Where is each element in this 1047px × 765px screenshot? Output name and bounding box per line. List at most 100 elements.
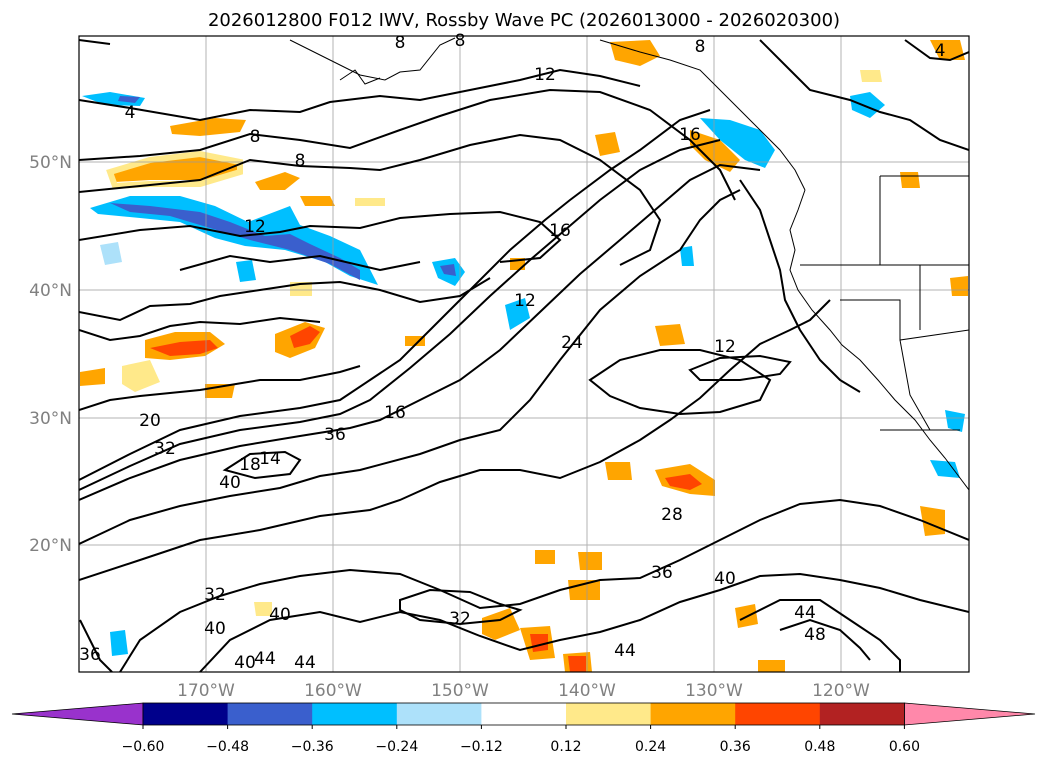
contour-label: 40 bbox=[219, 473, 241, 493]
contour-line bbox=[904, 39, 969, 62]
negative-anomaly-patch bbox=[680, 246, 694, 266]
negative-anomaly-core bbox=[118, 96, 140, 103]
contour-label: 12 bbox=[534, 65, 556, 85]
colorbar-tick-label: 0.24 bbox=[635, 739, 666, 755]
positive-anomaly-core bbox=[530, 634, 548, 652]
contour-label: 16 bbox=[679, 125, 701, 145]
positive-anomaly-patch bbox=[930, 40, 965, 60]
positive-anomaly-patch bbox=[255, 172, 300, 190]
lat-label-40n: 40°N bbox=[29, 281, 72, 301]
latitude-labels: 50°N 40°N 30°N 20°N bbox=[29, 153, 72, 556]
lat-label-50n: 50°N bbox=[29, 153, 72, 173]
lat-label-20n: 20°N bbox=[29, 536, 72, 556]
colorbar-swatch bbox=[227, 703, 313, 725]
contour-closed bbox=[588, 349, 772, 416]
contour-line bbox=[79, 189, 741, 545]
contour-label: 16 bbox=[384, 403, 406, 423]
positive-anomaly-patch bbox=[950, 276, 968, 296]
positive-anomaly-halo bbox=[106, 150, 243, 190]
anomaly-shading bbox=[80, 40, 968, 672]
contour-label: 36 bbox=[324, 425, 346, 445]
positive-anomaly-patch bbox=[758, 660, 785, 672]
contour-label: 4 bbox=[125, 103, 136, 123]
contour-line bbox=[759, 39, 969, 151]
contour-label: 36 bbox=[79, 645, 101, 665]
contour-label: 40 bbox=[234, 653, 256, 673]
contour-label: 44 bbox=[294, 653, 316, 673]
positive-anomaly-core bbox=[568, 656, 586, 672]
colorbar: −0.60 −0.48 −0.36 −0.24 −0.12 0.12 0.24 0.36 0.4… bbox=[11, 702, 1036, 755]
negative-anomaly-patch bbox=[700, 118, 775, 168]
colorbar-extend-right bbox=[904, 702, 1036, 726]
contour-label: 44 bbox=[254, 649, 276, 669]
lon-label-170w: 170°W bbox=[177, 681, 235, 701]
contour-label: 32 bbox=[204, 585, 226, 605]
negative-anomaly-light bbox=[100, 242, 122, 265]
negative-anomaly-patch bbox=[930, 460, 960, 478]
positive-anomaly-light bbox=[860, 70, 882, 82]
us-mexico-coast bbox=[789, 189, 969, 491]
contour-line bbox=[739, 179, 861, 393]
contour-closed bbox=[399, 588, 523, 626]
colorbar-tick-label: −0.24 bbox=[375, 739, 418, 755]
map-area bbox=[79, 36, 969, 672]
contour-line bbox=[79, 133, 662, 266]
positive-anomaly-patch bbox=[535, 550, 555, 564]
contour-label: 32 bbox=[449, 609, 471, 629]
contour-line bbox=[79, 299, 831, 581]
contour-line bbox=[79, 619, 113, 672]
contour-line bbox=[79, 365, 361, 411]
contour-line bbox=[119, 498, 969, 672]
contour-label: 8 bbox=[695, 37, 706, 57]
positive-anomaly-patch bbox=[655, 324, 685, 346]
contour-label: 40 bbox=[714, 569, 736, 589]
colorbar-tick-label: 0.60 bbox=[889, 739, 920, 755]
contour-line bbox=[79, 88, 736, 201]
negative-anomaly-patch bbox=[945, 410, 965, 432]
contour-label: 8 bbox=[395, 33, 406, 53]
map-title: 2026012800 F012 IWV, Rossby Wave PC (202… bbox=[208, 10, 840, 31]
colorbar-swatch bbox=[566, 703, 652, 725]
baja-coast bbox=[899, 339, 931, 431]
colorbar-swatch bbox=[650, 703, 736, 725]
contour-label: 12 bbox=[714, 337, 736, 357]
aleutian-coast bbox=[289, 37, 456, 81]
colorbar-tick-label: 0.12 bbox=[550, 739, 581, 755]
contour-closed bbox=[688, 354, 792, 381]
lon-label-130w: 130°W bbox=[685, 681, 743, 701]
negative-anomaly-patch bbox=[505, 298, 530, 330]
colorbar-tick-label: 0.48 bbox=[804, 739, 835, 755]
positive-anomaly-patch bbox=[110, 152, 240, 182]
contour-line bbox=[199, 572, 969, 672]
negative-anomaly-core bbox=[440, 264, 456, 276]
positive-anomaly-light bbox=[254, 602, 272, 616]
contour-label: 28 bbox=[661, 505, 683, 525]
negative-anomaly-patch bbox=[236, 260, 256, 282]
positive-anomaly-light bbox=[122, 360, 160, 392]
contour-label: 44 bbox=[794, 603, 816, 623]
contour-line bbox=[79, 139, 721, 491]
contour-line bbox=[79, 68, 641, 122]
contour-label: 40 bbox=[204, 619, 226, 639]
positive-anomaly-patch bbox=[578, 552, 602, 570]
contour-label: 16 bbox=[549, 221, 571, 241]
iwv-contours bbox=[79, 39, 969, 672]
lat-label-30n: 30°N bbox=[29, 409, 72, 429]
map-frame bbox=[78, 35, 970, 673]
contour-label: 40 bbox=[269, 605, 291, 625]
contour-label: 4 bbox=[935, 41, 946, 61]
contour-label: 24 bbox=[561, 333, 583, 353]
colorbar-swatch bbox=[143, 703, 229, 725]
contour-line bbox=[779, 618, 871, 661]
negative-anomaly-patch bbox=[82, 92, 145, 106]
lon-label-160w: 160°W bbox=[304, 681, 362, 701]
colorbar-tick-label: −0.36 bbox=[291, 739, 334, 755]
contour-label: 8 bbox=[295, 151, 306, 171]
colorbar-swatch bbox=[735, 703, 821, 725]
longitude-labels: 170°W 160°W 150°W 140°W 130°W 120°W bbox=[177, 681, 870, 701]
contour-label: 8 bbox=[250, 127, 261, 147]
positive-anomaly-patch bbox=[300, 196, 335, 206]
contour-label: 8 bbox=[455, 31, 466, 51]
contour-label: 48 bbox=[804, 625, 826, 645]
negative-anomaly-patch bbox=[90, 196, 378, 285]
